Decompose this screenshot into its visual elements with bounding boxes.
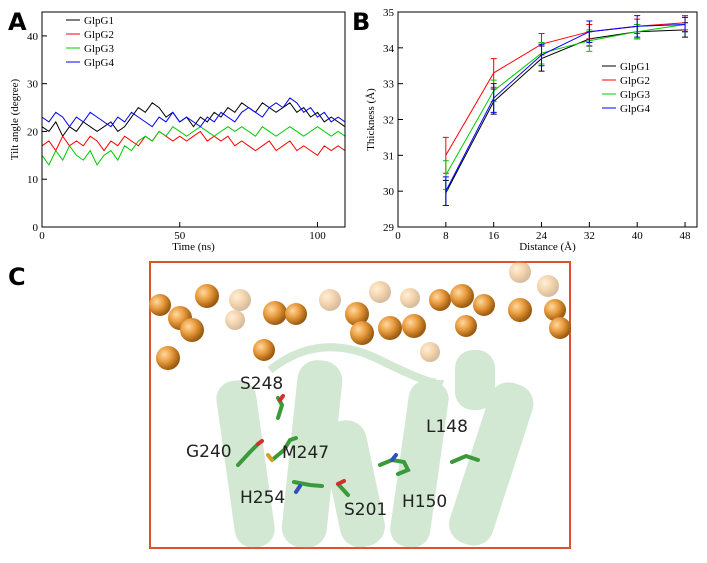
residue-label: S248 [240, 374, 283, 394]
y-tick-label: 34 [383, 43, 395, 55]
series-line [41, 126, 346, 166]
residue-label: M247 [282, 443, 329, 463]
legend-label: GlpG3 [84, 43, 114, 55]
x-axis-title: Time (ns) [172, 241, 215, 253]
series-line [41, 97, 346, 128]
y-tick-label: 30 [27, 79, 39, 91]
y-tick-label: 10 [27, 174, 39, 186]
error-bar [586, 20, 593, 43]
residue-label: S201 [344, 500, 387, 520]
y-axis-title: Tilt angle (degree) [9, 78, 21, 160]
x-tick-label: 0 [39, 230, 45, 242]
x-tick-label: 16 [488, 230, 500, 242]
error-bar [442, 176, 449, 206]
error-bar [634, 15, 641, 38]
chart: A 0 50 100 0 10 20 30 40 Time (ns) Tilt angle (deg… [8, 8, 346, 253]
error-bar [682, 16, 689, 33]
plot-frame [397, 11, 698, 228]
x-tick-label: 50 [174, 230, 186, 242]
y-tick-label: 35 [383, 7, 395, 19]
x-tick-label: 100 [309, 230, 326, 242]
residue-label: H150 [402, 492, 447, 512]
panel-label: A [8, 8, 27, 36]
structure-image: C S248 G240 M [8, 261, 571, 549]
x-tick-label: 24 [536, 230, 548, 242]
x-tick-label: 40 [632, 230, 644, 242]
y-tick-label: 20 [27, 126, 39, 138]
x-tick-label: 48 [680, 230, 692, 242]
legend-label: GlpG1 [84, 15, 114, 27]
error-bar [490, 83, 497, 113]
y-axis-title: Thickness (Å) [365, 88, 377, 151]
y-tick-label: 31 [383, 150, 394, 162]
y-tick-label: 40 [27, 31, 39, 43]
residues [236, 394, 480, 497]
y-tick-label: 0 [33, 222, 39, 234]
x-tick-label: 32 [584, 230, 595, 242]
y-tick-label: 30 [383, 186, 395, 198]
legend-label: GlpG2 [620, 75, 650, 87]
x-tick-label: 0 [395, 230, 401, 242]
series-line [41, 130, 346, 156]
series-line [445, 29, 686, 194]
plot-frame [41, 11, 346, 228]
residue-label: G240 [186, 442, 232, 462]
legend-label: GlpG4 [84, 57, 114, 69]
residue-label: H254 [240, 488, 285, 508]
series-line [445, 24, 686, 192]
legend-label: GlpG2 [84, 29, 114, 41]
panel-label: C [8, 263, 26, 291]
x-tick-label: 8 [443, 230, 449, 242]
lipid-spheres [149, 261, 571, 370]
y-tick-label: 33 [383, 79, 395, 91]
series-line [41, 102, 346, 138]
y-tick-label: 32 [383, 115, 394, 127]
error-bar [538, 43, 545, 67]
legend-label: GlpG1 [620, 61, 650, 73]
chart: B 0 8 16 24 32 40 48 29 30 31 32 33 34 35 Distance (Å) T… [352, 7, 698, 253]
x-axis-title: Distance (Å) [519, 241, 576, 253]
y-tick-label: 29 [383, 222, 395, 234]
helices [216, 343, 534, 548]
panel-label: B [352, 8, 370, 36]
legend-label: GlpG4 [620, 103, 650, 115]
legend-label: GlpG3 [620, 89, 650, 101]
series-line [445, 24, 686, 176]
residue-label: L148 [426, 417, 468, 437]
